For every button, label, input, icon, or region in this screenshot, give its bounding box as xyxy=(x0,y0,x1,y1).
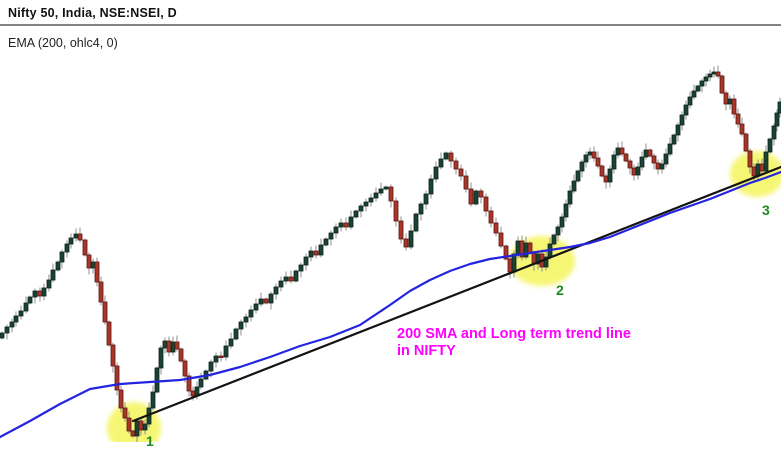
ema-indicator-legend: EMA (200, ohlc4, 0) xyxy=(8,36,118,50)
annotation-line-1: 200 SMA and Long term trend line xyxy=(397,326,631,342)
annotation-line-2: in NIFTY xyxy=(397,343,456,359)
touch-point-label-2[interactable]: 2 xyxy=(556,282,564,298)
touch-point-label-1[interactable]: 1 xyxy=(146,433,154,449)
annotation-text[interactable]: 200 SMA and Long term trend line in NIFT… xyxy=(397,326,631,360)
ema-line xyxy=(0,170,781,439)
highlight-ellipses[interactable] xyxy=(107,151,781,442)
header-divider xyxy=(0,24,781,26)
touch-point-label-3[interactable]: 3 xyxy=(762,202,770,218)
trend-line[interactable] xyxy=(131,165,781,423)
symbol-title: Nifty 50, India, NSE:NSEI, D xyxy=(8,6,177,20)
